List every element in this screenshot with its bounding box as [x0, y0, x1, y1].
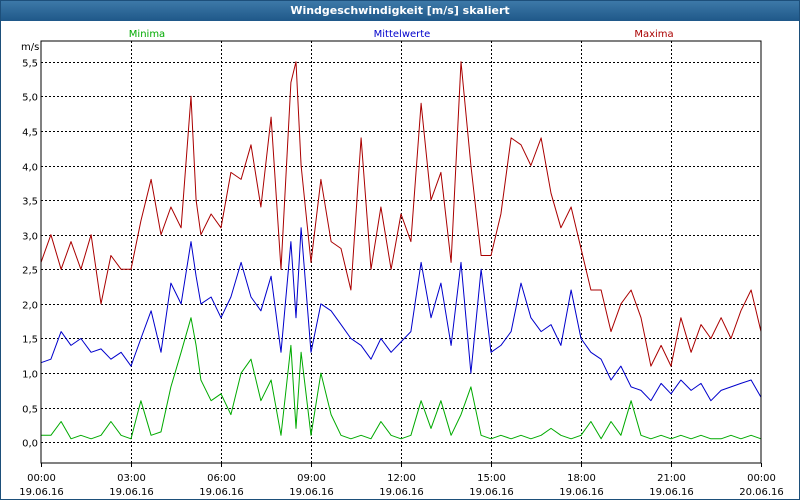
y-tick-label: 0,5: [22, 405, 38, 416]
y-tick-label: 4,5: [22, 128, 38, 139]
y-tick-label: 2,0: [22, 301, 38, 312]
y-tick-label: 1,5: [22, 335, 38, 346]
x-tick-label: 03:00: [117, 473, 146, 484]
plot-area-border: [40, 40, 762, 464]
window-title: Windgeschwindigkeit [m/s] skaliert: [1, 1, 799, 21]
legend-maxima: Maxima: [634, 29, 673, 40]
x-tick-label: 15:00: [477, 473, 506, 484]
y-tick-label: 4,0: [22, 163, 38, 174]
x-tick-date-label: 19.06.16: [289, 487, 334, 498]
x-tick-label: 00:00: [27, 473, 56, 484]
y-tick-label: 5,5: [22, 59, 38, 70]
y-tick-label: 0,0: [22, 439, 38, 450]
y-tick-label: 3,0: [22, 232, 38, 243]
x-tick-date-label: 19.06.16: [19, 487, 64, 498]
x-tick-date-label: 20.06.16: [739, 487, 784, 498]
grid: [41, 41, 761, 463]
series-line-minima: [41, 317, 762, 440]
y-tick-label: 1,0: [22, 370, 38, 381]
series-line-mittelwerte: [40, 227, 762, 402]
x-tick-date-label: 19.06.16: [379, 487, 424, 498]
axes: m/s Minima Mittelwerte Maxima 0,0 0,5 1,0 1…: [19, 29, 784, 498]
x-tick-date-label: 19.06.16: [109, 487, 154, 498]
x-tick-date-label: 19.06.16: [649, 487, 694, 498]
x-tick-date-label: 19.06.16: [199, 487, 244, 498]
legend-mittelwerte: Mittelwerte: [374, 29, 431, 40]
x-tick-date-label: 19.06.16: [559, 487, 604, 498]
series-lines: [40, 61, 762, 440]
x-tick-date-label: 19.06.16: [469, 487, 514, 498]
y-tick-label: 2,5: [22, 266, 38, 277]
y-tick-label: 5,0: [22, 93, 38, 104]
legend-minima: Minima: [129, 29, 165, 40]
x-tick-label: 06:00: [207, 473, 236, 484]
y-axis-label: m/s: [21, 42, 39, 53]
series-line-maxima: [40, 61, 762, 367]
x-tick-label: 21:00: [657, 473, 686, 484]
x-tick-label: 09:00: [297, 473, 326, 484]
x-tick-label: 12:00: [387, 473, 416, 484]
x-tick-label: 18:00: [567, 473, 596, 484]
y-tick-label: 3,5: [22, 197, 38, 208]
x-tick-label: 00:00: [747, 473, 776, 484]
